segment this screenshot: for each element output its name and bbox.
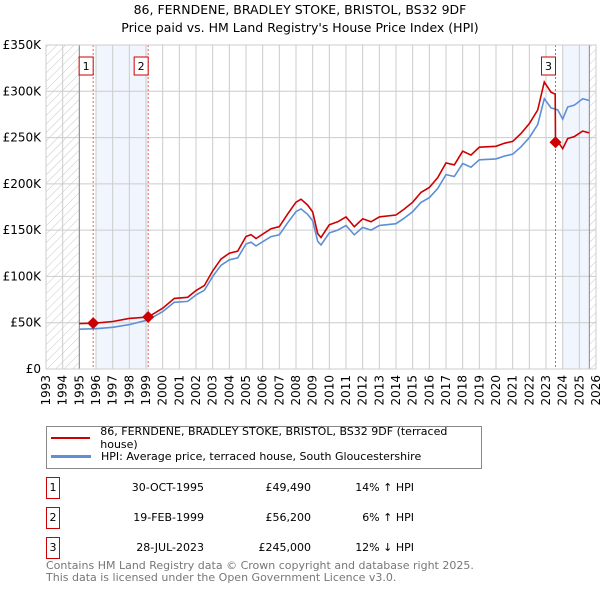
sale-label: 2 [138, 60, 145, 73]
x-tick-label: 2017 [439, 375, 453, 406]
x-tick-label: 2008 [289, 375, 303, 406]
x-tick-label: 2012 [356, 375, 370, 406]
plot-border [45, 44, 597, 370]
x-tick-label: 1998 [122, 375, 136, 406]
chart-title: 86, FERNDENE, BRADLEY STOKE, BRISTOL, BS… [133, 2, 467, 17]
x-tick-label: 2022 [522, 375, 536, 406]
x-tick-label: 2007 [272, 375, 286, 406]
hpi-series-line [79, 96, 590, 330]
x-tick-label: 2013 [372, 375, 386, 406]
x-tick-label: 2019 [472, 375, 486, 406]
x-tick-label: 2006 [256, 375, 270, 406]
transaction-date: 19-FEB-1999 [133, 511, 204, 524]
x-tick-label: 1995 [72, 375, 86, 406]
x-tick-label: 2015 [406, 375, 420, 406]
legend: 86, FERNDENE, BRADLEY STOKE, BRISTOL, BS… [46, 425, 482, 469]
sale-label-box [133, 56, 149, 76]
sale-label: 1 [83, 60, 90, 73]
x-tick-label: 2003 [206, 375, 220, 406]
legend-label-hpi: HPI: Average price, terraced house, Sout… [101, 449, 422, 463]
legend-label-property: 86, FERNDENE, BRADLEY STOKE, BRISTOL, BS… [100, 425, 448, 451]
shaded-band [562, 45, 590, 369]
chart-subtitle: Price paid vs. HM Land Registry's House … [121, 20, 479, 35]
x-tick-label: 2004 [222, 375, 236, 406]
transaction-date: 28-JUL-2023 [136, 541, 204, 554]
y-tick-label: £150K [3, 223, 43, 237]
x-tick-label: 2001 [172, 375, 186, 406]
x-tick-label: 2020 [489, 375, 503, 406]
red-line-swatch [51, 437, 91, 439]
transaction-date: 30-OCT-1995 [131, 481, 204, 494]
x-tick-label: 2000 [156, 375, 170, 406]
y-tick-label: £250K [3, 131, 43, 145]
sale-label-box [78, 56, 94, 76]
transaction-hpi: 14% ↑ HPI [355, 481, 414, 494]
y-tick-label: £300K [3, 84, 43, 98]
x-tick-label: 1993 [39, 375, 53, 406]
x-tick-label: 2002 [189, 375, 203, 406]
property-series-line [79, 80, 590, 325]
transaction-row: 2 19-FEB-1999 £56,200 6% ↑ HPI [46, 507, 446, 529]
sale-label: 3 [545, 60, 552, 73]
y-tick-label: £100K [3, 269, 43, 283]
x-tick-label: 2009 [306, 375, 320, 406]
shaded-band [96, 45, 149, 369]
transaction-hpi: 6% ↑ HPI [362, 511, 414, 524]
blue-line-swatch [51, 454, 91, 458]
footer-copyright: Contains HM Land Registry data © Crown c… [46, 559, 474, 572]
y-tick-label: £350K [3, 38, 43, 52]
y-tick-label: £50K [10, 316, 42, 330]
x-tick-label: 2010 [322, 375, 336, 406]
sale-label-box [541, 56, 556, 76]
legend-item-property: 86, FERNDENE, BRADLEY STOKE, BRISTOL, BS… [51, 425, 481, 451]
legend-item-hpi: HPI: Average price, terraced house, Sout… [51, 448, 421, 464]
x-tick-label: 2026 [589, 375, 600, 406]
transaction-price: £56,200 [265, 511, 312, 524]
x-tick-label: 2011 [339, 375, 353, 406]
transaction-hpi: 12% ↓ HPI [355, 541, 414, 554]
x-tick-label: 2014 [389, 375, 403, 406]
x-tick-label: 1999 [139, 375, 153, 406]
y-tick-label: £200K [3, 177, 43, 191]
x-tick-label: 2021 [506, 375, 520, 406]
x-tick-label: 1997 [106, 375, 120, 406]
sale-point [87, 317, 100, 330]
footer: Contains HM Land Registry data © Crown c… [46, 560, 474, 583]
x-tick-label: 2016 [422, 375, 436, 406]
x-tick-label: 2025 [572, 375, 586, 406]
transaction-row: 3 28-JUL-2023 £245,000 12% ↓ HPI [46, 537, 446, 559]
sale-point [549, 136, 562, 149]
transaction-price: £49,490 [265, 481, 312, 494]
x-tick-label: 1996 [89, 375, 103, 406]
footer-licence: This data is licensed under the Open Gov… [46, 570, 397, 584]
price-chart: 1993 1994 1995 1996 1997 1998 1999 2000 2001 2002… [3, 38, 600, 406]
sale-point [142, 310, 155, 323]
transaction-number: 1 [46, 477, 60, 499]
hatched-region [589, 45, 596, 369]
transaction-number: 2 [46, 507, 60, 529]
transaction-number: 3 [46, 537, 60, 559]
transaction-price: £245,000 [258, 541, 312, 554]
x-tick-label: 1994 [56, 375, 70, 406]
x-tick-label: 2005 [239, 375, 253, 406]
y-tick-label: £0 [26, 362, 41, 376]
x-tick-label: 2024 [556, 375, 570, 406]
x-tick-label: 2023 [539, 375, 553, 406]
transaction-row: 1 30-OCT-1995 £49,490 14% ↑ HPI [46, 477, 446, 499]
x-tick-label: 2018 [456, 375, 470, 406]
